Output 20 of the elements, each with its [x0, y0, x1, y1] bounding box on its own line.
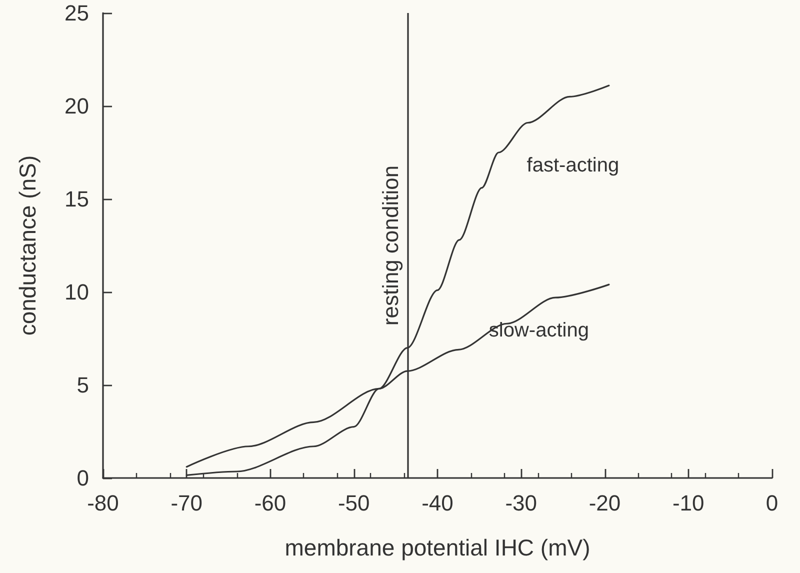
x-tick-label: -80: [87, 490, 119, 516]
series-label: fast-acting: [526, 154, 620, 177]
y-tick-label: 15: [64, 186, 89, 212]
y-tick-label: 25: [64, 0, 89, 26]
y-tick-label: 20: [64, 94, 89, 118]
x-tick-label: -40: [422, 490, 454, 516]
series-label: slow-acting: [488, 320, 589, 342]
y-tick-label: 0: [76, 466, 89, 490]
x-tick-label: -50: [338, 490, 370, 516]
x-tick-label: -60: [254, 490, 286, 516]
x-tick-label: -70: [170, 490, 203, 516]
x-tick-label: -30: [505, 490, 538, 516]
x-axis-title: membrane potential IHC (mV): [284, 534, 590, 560]
y-axis-title: conductance (nS): [14, 155, 40, 336]
y-tick-label: 10: [64, 280, 89, 304]
y-tick-label: 5: [76, 372, 89, 398]
ref-line-label: resting condition: [378, 165, 403, 326]
x-tick-label: -10: [672, 490, 704, 516]
x-tick-label: 0: [766, 490, 778, 516]
x-tick-label: -20: [588, 490, 621, 516]
